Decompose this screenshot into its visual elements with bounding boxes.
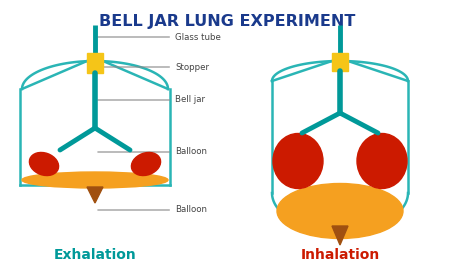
Ellipse shape	[131, 153, 161, 176]
Polygon shape	[332, 226, 348, 245]
Text: Balloon: Balloon	[98, 148, 207, 157]
Text: Exhalation: Exhalation	[54, 248, 136, 262]
Ellipse shape	[357, 134, 407, 188]
Ellipse shape	[22, 172, 168, 188]
Ellipse shape	[277, 183, 403, 239]
FancyBboxPatch shape	[332, 53, 348, 71]
FancyBboxPatch shape	[87, 53, 103, 73]
Text: Balloon: Balloon	[98, 206, 207, 214]
Polygon shape	[87, 187, 103, 203]
Text: Glass tube: Glass tube	[98, 32, 221, 41]
Text: BELL JAR LUNG EXPERIMENT: BELL JAR LUNG EXPERIMENT	[99, 14, 355, 29]
Text: Inhalation: Inhalation	[300, 248, 379, 262]
Ellipse shape	[273, 134, 323, 188]
Text: Stopper: Stopper	[98, 62, 209, 71]
Ellipse shape	[30, 153, 59, 176]
Text: Bell jar: Bell jar	[98, 95, 205, 104]
